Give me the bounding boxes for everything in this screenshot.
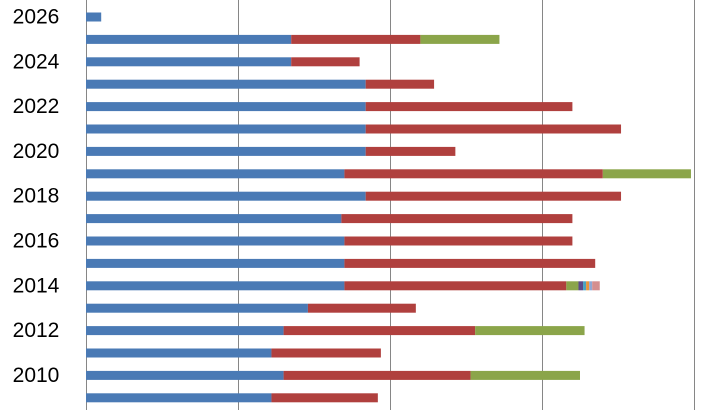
bar-2017-series-2 (341, 214, 573, 224)
y-axis-tick-labels: 2026 2024 2022 2020 2018 2016 2014 2012 2010 (13, 6, 60, 387)
bar-2013-series-1 (86, 303, 308, 313)
bar-2020-series-2 (365, 146, 456, 156)
bar-2018-series-2 (365, 191, 622, 201)
bar-2023-series-2 (365, 79, 435, 89)
bar-2022-series-1 (86, 102, 366, 112)
bar-2016-series-1 (86, 236, 345, 246)
bar-2020-series-1 (86, 146, 366, 156)
bar-2009-series-1 (86, 393, 272, 403)
bar-2021-series-2 (365, 124, 622, 134)
bar-2016-series-2 (344, 236, 573, 246)
bar-2014-series-4 (578, 281, 584, 291)
bar-2025-series-3 (420, 34, 500, 44)
bar-2026-series-1 (86, 12, 102, 22)
bar-2010-series-3 (470, 370, 580, 380)
bar-2019-series-3 (602, 169, 691, 179)
y-tick-label-2022: 2022 (13, 95, 60, 118)
bar-2011-series-2 (271, 348, 381, 358)
y-tick-label-2010: 2010 (13, 364, 60, 387)
bar-2024-series-2 (291, 57, 360, 67)
bar-2015-series-1 (86, 258, 345, 268)
bar-2011-series-1 (86, 348, 272, 358)
y-tick-label-2024: 2024 (13, 50, 60, 73)
bar-2014-series-2 (344, 281, 567, 291)
bar-2017-series-1 (86, 214, 342, 224)
bar-2021-series-1 (86, 124, 366, 134)
bar-2014-series-1 (86, 281, 345, 291)
bar-2015-series-2 (344, 258, 596, 268)
bar-2010-series-2 (283, 370, 471, 380)
bar-2025-series-1 (86, 34, 292, 44)
bar-2024-series-1 (86, 57, 292, 67)
bar-2018-series-1 (86, 191, 366, 201)
bar-2014-series-5 (583, 281, 587, 291)
bar-2019-series-2 (344, 169, 603, 179)
bar-2019-series-1 (86, 169, 345, 179)
bar-2014-series-3 (566, 281, 579, 291)
bar-2014-series-7 (589, 281, 593, 291)
bar-2009-series-2 (271, 393, 378, 403)
bar-2012-series-2 (283, 326, 476, 336)
y-tick-label-2012: 2012 (13, 319, 60, 342)
bar-2012-series-3 (475, 326, 585, 336)
bar-2010-series-1 (86, 370, 284, 380)
y-tick-label-2014: 2014 (13, 274, 60, 297)
bar-2025-series-2 (291, 34, 421, 44)
bar-2012-series-1 (86, 326, 284, 336)
bar-2013-series-2 (307, 303, 416, 313)
bar-2014-series-8 (592, 281, 600, 291)
bars (86, 12, 691, 403)
bar-2022-series-2 (365, 102, 573, 112)
y-tick-label-2026: 2026 (13, 6, 60, 29)
gridlines (86, 0, 695, 410)
bar-2023-series-1 (86, 79, 366, 89)
y-tick-label-2016: 2016 (13, 230, 60, 253)
y-tick-label-2020: 2020 (13, 140, 60, 163)
y-tick-label-2018: 2018 (13, 185, 60, 208)
bar-2014-series-6 (586, 281, 590, 291)
